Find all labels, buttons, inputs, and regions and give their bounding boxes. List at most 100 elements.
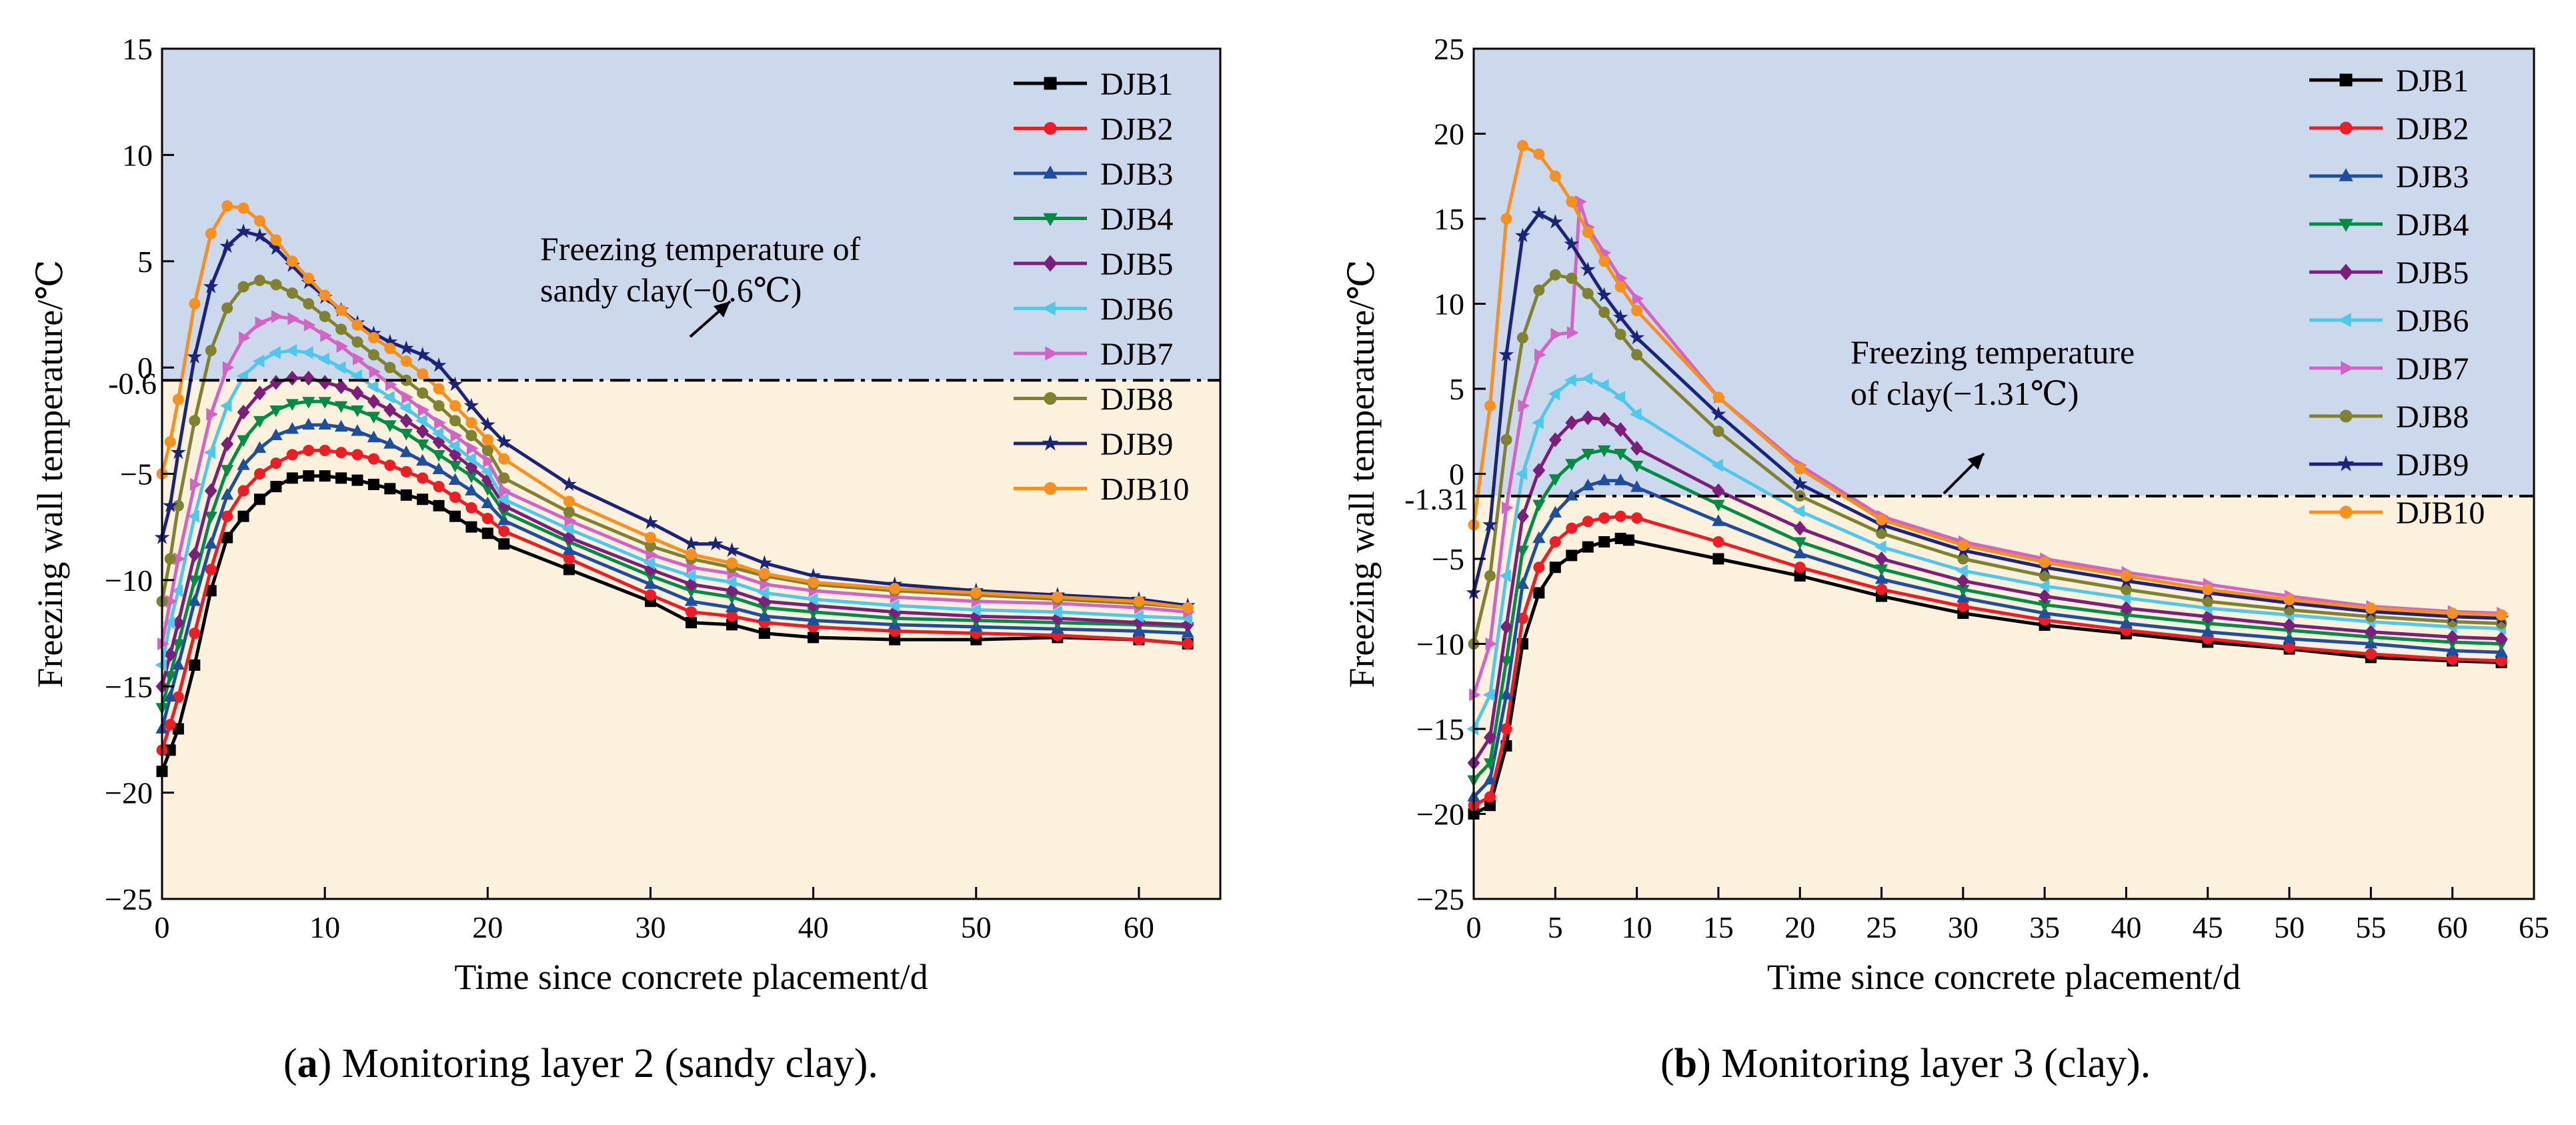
data-point-DJB6 — [1874, 540, 1886, 553]
data-point-DJB10 — [270, 234, 282, 246]
data-point-DJB4 — [1516, 545, 1530, 557]
data-point-DJB2 — [449, 491, 461, 503]
data-point-DJB10 — [253, 215, 265, 227]
data-point-DJB9 — [561, 476, 577, 491]
data-point-DJB2 — [1631, 512, 1643, 524]
y-tick-label: 10 — [122, 138, 153, 172]
data-point-DJB5 — [432, 434, 445, 449]
data-point-DJB1 — [449, 510, 461, 522]
data-point-DJB4 — [351, 405, 364, 417]
series-line-DJB8 — [160, 278, 1188, 610]
data-point-DJB6 — [806, 592, 818, 606]
data-point-DJB9 — [1792, 475, 1808, 491]
data-point-DJB10 — [686, 549, 697, 561]
legend-marker-DJB6 — [2338, 313, 2351, 327]
data-point-DJB5 — [2364, 624, 2377, 640]
data-point-DJB9 — [203, 278, 219, 293]
y-tick-label: 15 — [122, 32, 153, 66]
data-point-DJB7 — [1502, 501, 1514, 515]
data-point-DJB2 — [1794, 561, 1806, 574]
y-axis-title: Freezing wall temperature/℃ — [1342, 259, 1382, 688]
data-point-DJB5 — [416, 423, 429, 439]
data-point-DJB6 — [285, 343, 297, 357]
y-tick-label: 0 — [1449, 457, 1464, 491]
data-point-DJB3 — [237, 458, 250, 470]
data-point-DJB6 — [203, 445, 216, 459]
data-point-DJB5 — [1548, 432, 1562, 447]
data-point-DJB10 — [1484, 400, 1496, 411]
data-point-DJB10 — [808, 576, 820, 588]
data-point-DJB10 — [1182, 602, 1194, 614]
data-point-DJB1 — [1598, 536, 1610, 547]
series-markers-DJB2 — [1468, 510, 2507, 812]
data-point-DJB10 — [384, 342, 396, 354]
data-point-DJB7 — [1485, 637, 1498, 651]
data-point-DJB9 — [431, 357, 447, 372]
data-point-DJB4 — [1565, 459, 1578, 471]
data-point-DJB2 — [367, 453, 379, 465]
legend-marker-DJB10 — [1044, 482, 1057, 495]
legend-label-DJB6: DJB6 — [1100, 292, 1173, 327]
legend-marker-DJB5 — [1043, 255, 1058, 272]
data-point-DJB1 — [253, 493, 265, 505]
data-point-DJB6 — [1532, 416, 1544, 429]
legend-label-DJB3: DJB3 — [2396, 159, 2469, 195]
data-point-DJB7 — [255, 316, 267, 329]
legend-marker-DJB6 — [1042, 301, 1056, 316]
data-point-DJB3 — [1532, 531, 1546, 543]
data-point-DJB9 — [1482, 516, 1498, 531]
series-line-DJB4 — [1472, 448, 2502, 782]
legend-label-DJB9: DJB9 — [1100, 427, 1173, 462]
legend-marker-DJB7 — [1045, 346, 1058, 361]
legend-marker-DJB7 — [2341, 361, 2354, 375]
data-point-DJB10 — [481, 434, 493, 445]
data-point-DJB9 — [1514, 227, 1530, 243]
series-markers-DJB8 — [1468, 269, 2507, 650]
data-point-DJB2 — [2495, 655, 2507, 667]
data-point-DJB10 — [2447, 608, 2459, 620]
data-point-DJB4 — [334, 401, 348, 413]
series-line-DJB5 — [1472, 415, 2502, 764]
series-markers-DJB6 — [155, 343, 1193, 672]
data-point-DJB5 — [253, 385, 266, 401]
data-point-DJB7 — [1550, 327, 1562, 341]
data-point-DJB9 — [187, 349, 203, 363]
data-point-DJB1 — [319, 470, 331, 482]
caption-a: (a) Monitoring layer 2 (sandy clay). — [283, 1041, 878, 1086]
caption-b-letter: b — [1674, 1041, 1698, 1086]
data-point-DJB10 — [335, 304, 347, 316]
data-point-DJB3 — [383, 437, 397, 449]
y-tick-label: −10 — [1416, 628, 1464, 662]
legend-marker-DJB3 — [2339, 168, 2353, 181]
caption-b: (b) Monitoring layer 3 (clay). — [1660, 1041, 2151, 1086]
data-point-DJB6 — [969, 603, 981, 617]
data-point-DJB2 — [1500, 723, 1512, 735]
data-point-DJB10 — [1876, 513, 1888, 525]
data-point-DJB10 — [319, 289, 331, 301]
data-point-DJB4 — [163, 671, 177, 683]
data-point-DJB9 — [463, 397, 479, 413]
y-tick-label: 5 — [137, 245, 153, 279]
data-point-DJB8 — [270, 279, 282, 291]
data-point-DJB2 — [1712, 536, 1724, 547]
data-point-DJB10 — [1533, 148, 1545, 160]
data-point-DJB3 — [1630, 480, 1644, 492]
data-point-DJB1 — [1712, 553, 1724, 565]
series-markers-DJB4 — [1467, 445, 2508, 788]
data-point-DJB1 — [1582, 541, 1594, 553]
data-point-DJB9 — [252, 227, 267, 243]
data-point-DJB4 — [221, 465, 234, 477]
data-point-DJB7 — [499, 484, 511, 497]
data-point-DJB5 — [1532, 463, 1546, 478]
data-point-DJB10 — [726, 557, 738, 569]
data-point-DJB9 — [643, 514, 658, 529]
data-point-DJB5 — [1875, 551, 1888, 567]
x-tick-label: 60 — [1124, 910, 1154, 944]
data-point-DJB2 — [465, 502, 477, 513]
series-line-DJB6 — [1472, 377, 2502, 730]
data-point-DJB9 — [1710, 406, 1726, 421]
data-point-DJB4 — [1581, 449, 1594, 461]
y-tick-label: 25 — [1434, 32, 1464, 66]
data-point-DJB9 — [724, 542, 740, 557]
